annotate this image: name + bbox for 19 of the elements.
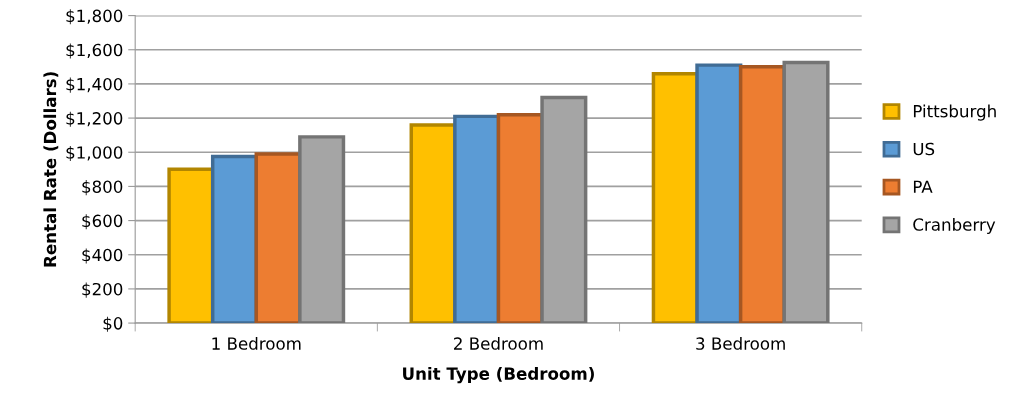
y-tick-label: $400 <box>82 248 123 264</box>
y-tick-label: $1,600 <box>66 43 123 59</box>
y-tick-label: $1,800 <box>66 9 123 25</box>
y-tick-label: $200 <box>82 282 123 298</box>
legend-label: Pittsburgh <box>913 104 996 121</box>
legend-label: PA <box>913 180 933 193</box>
y-tick-label: $0 <box>103 316 123 332</box>
y-tick-label: $1,400 <box>66 77 123 93</box>
y-tick-label: $1,000 <box>66 145 123 162</box>
y-axis-title: Rental Rate (Dollars) <box>43 72 59 267</box>
y-tick-label: $1,200 <box>66 111 123 127</box>
x-axis-title: Unit Type (Bedroom) <box>403 366 594 384</box>
x-tick-label: 3 Bedroom <box>696 336 785 350</box>
y-tick-label: $600 <box>82 214 123 230</box>
x-tick-label: 1 Bedroom <box>212 336 301 350</box>
legend-label: US <box>913 142 935 156</box>
legend-label: Cranberry <box>913 217 996 235</box>
x-tick-label: 2 Bedroom <box>454 336 543 350</box>
y-tick-label: $800 <box>82 180 123 196</box>
